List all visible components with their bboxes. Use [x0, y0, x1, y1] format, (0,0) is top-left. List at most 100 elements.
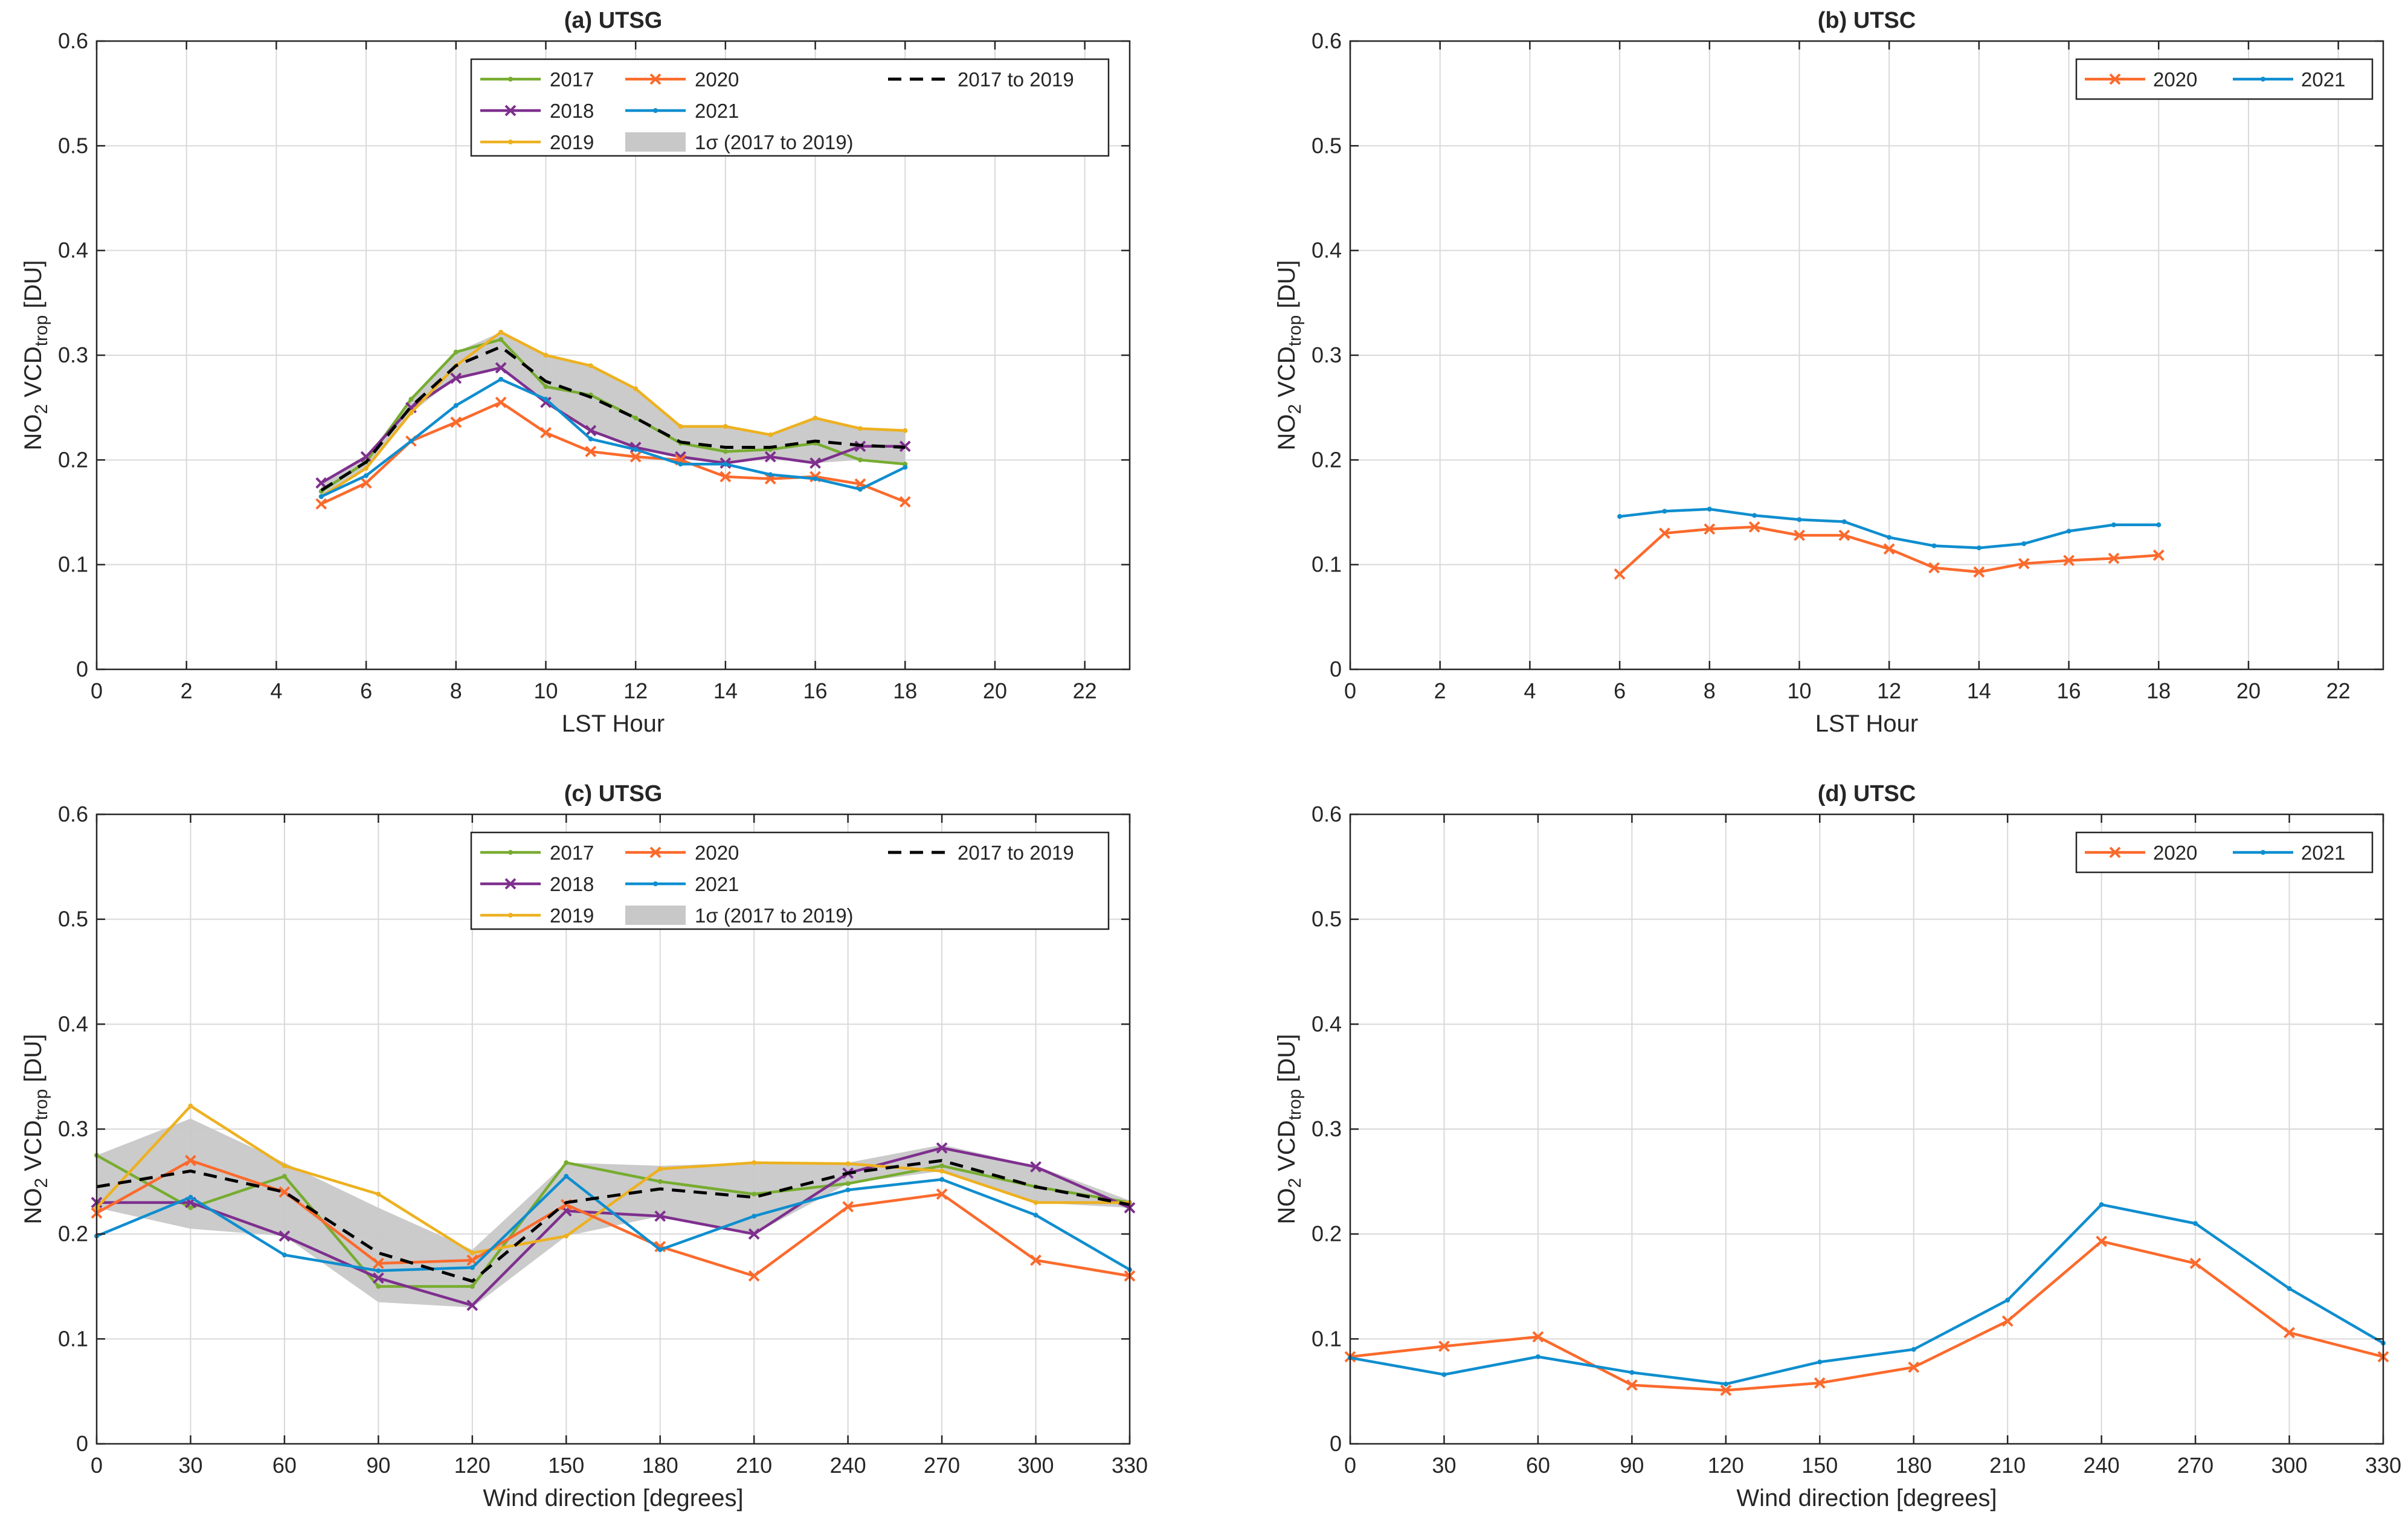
x-tick-label: 180	[642, 1453, 678, 1478]
data-point-2019	[723, 423, 728, 429]
data-point-2020	[315, 498, 327, 510]
legend-label: 2019	[550, 904, 594, 927]
data-point-2021	[845, 1187, 851, 1193]
y-tick-label: 0.3	[1312, 1116, 1342, 1141]
data-point-2020	[842, 1201, 854, 1212]
data-point-2017	[188, 1205, 193, 1211]
data-point-2020	[185, 1154, 196, 1167]
data-point-2021	[1617, 513, 1623, 519]
data-point-2019	[188, 1103, 193, 1109]
data-point-2018	[278, 1230, 291, 1242]
data-point-2020	[585, 446, 597, 457]
series-line-2020	[95, 1159, 1130, 1278]
series-line-2017	[320, 338, 906, 493]
data-point-2019	[633, 386, 639, 391]
data-point-2021	[752, 1214, 757, 1219]
data-point-2021	[364, 473, 369, 478]
y-tick-label: 0.5	[58, 133, 88, 158]
data-point-2018	[372, 1272, 384, 1284]
data-point-2018	[1030, 1161, 1041, 1173]
legend-swatch-band	[625, 906, 686, 925]
data-point-2021	[2099, 1202, 2104, 1208]
data-point-2017	[543, 384, 549, 389]
legend: 2017 2020 2017 to 2019 2018 2021 2019 1σ (2017…	[470, 58, 1110, 157]
chart-title: (c) UTSG	[564, 781, 663, 806]
data-point-2018	[495, 362, 507, 374]
data-point-2020	[1626, 1379, 1638, 1391]
data-point-2021	[1441, 1372, 1447, 1377]
y-tick-label: 0.5	[58, 907, 88, 932]
x-tick-label: 90	[366, 1453, 390, 1478]
data-point-2019	[588, 363, 593, 369]
x-tick-label: 12	[623, 678, 648, 703]
y-tick-label: 0.6	[1312, 28, 1342, 53]
data-point-2020	[748, 1270, 760, 1282]
legend-marker	[508, 77, 513, 82]
x-tick-label: 16	[2057, 678, 2081, 703]
legend-label: 2020	[695, 842, 739, 864]
x-tick-label: 210	[736, 1453, 772, 1478]
y-tick-label: 0	[1330, 657, 1342, 681]
data-point-2019	[678, 423, 683, 429]
data-point-2017	[469, 1284, 475, 1289]
series-line-2021	[320, 378, 906, 498]
y-tick-label: 0.5	[1312, 907, 1342, 932]
legend-label: 1σ (2017 to 2019)	[695, 131, 854, 153]
data-point-2018	[466, 1299, 478, 1312]
data-point-2019	[903, 428, 908, 433]
data-point-2017	[282, 1174, 287, 1179]
legend-marker	[2109, 73, 2121, 85]
x-tick-label: 22	[1073, 678, 1097, 703]
data-point-2019	[939, 1168, 945, 1174]
data-point-2021	[2111, 522, 2116, 527]
data-point-2020	[372, 1257, 384, 1269]
legend-marker	[508, 850, 513, 855]
y-tick-label: 0.1	[1312, 552, 1342, 577]
data-point-2021	[1841, 519, 1847, 524]
y-tick-label: 0.1	[1312, 1326, 1342, 1351]
y-tick-label: 0.3	[1312, 343, 1342, 367]
data-point-2017	[657, 1179, 663, 1184]
y-tick-label: 0.5	[1312, 133, 1342, 158]
legend-label: 2017 to 2019	[958, 842, 1074, 864]
data-point-2017	[845, 1181, 851, 1186]
data-point-2020	[1928, 562, 1940, 574]
data-point-2017	[498, 337, 504, 342]
data-point-2021	[2156, 522, 2162, 527]
data-point-2021	[768, 472, 773, 477]
series-line-2020	[1350, 1240, 2384, 1392]
data-point-2020	[1438, 1341, 1450, 1352]
y-axis-label: NO2 VCDtrop [DU]	[20, 1034, 51, 1224]
data-point-2017	[408, 396, 414, 402]
x-tick-label: 150	[548, 1453, 584, 1478]
series-line-2018	[320, 366, 906, 484]
x-tick-label: 2	[1434, 678, 1446, 703]
data-point-2019	[364, 466, 369, 471]
data-point-2018	[315, 477, 327, 489]
data-point-2019	[543, 353, 549, 358]
x-tick-label: 14	[1967, 678, 1991, 703]
data-point-2018	[810, 457, 821, 469]
x-tick-label: 0	[91, 678, 103, 703]
data-point-2021	[1976, 545, 1981, 550]
legend-marker	[653, 881, 658, 886]
y-tick-label: 0	[76, 657, 88, 681]
y-tick-label: 0.4	[1312, 238, 1342, 263]
y-tick-label: 0.3	[58, 1116, 88, 1141]
data-point-2020	[2152, 549, 2165, 561]
x-tick-label: 120	[454, 1453, 491, 1478]
data-point-2020	[1814, 1377, 1826, 1389]
data-point-2021	[588, 436, 593, 442]
x-tick-label: 20	[983, 678, 1007, 703]
data-point-2019	[469, 1250, 475, 1255]
data-point-2021	[903, 465, 908, 470]
data-point-2020	[1973, 566, 1985, 578]
data-point-2020	[2063, 555, 2075, 567]
data-point-2021	[376, 1268, 381, 1273]
data-point-2021	[1723, 1382, 1728, 1387]
legend-marker	[504, 105, 517, 117]
y-tick-label: 0.4	[58, 1011, 88, 1036]
data-point-2017	[453, 349, 459, 355]
x-tick-label: 120	[1708, 1453, 1744, 1478]
